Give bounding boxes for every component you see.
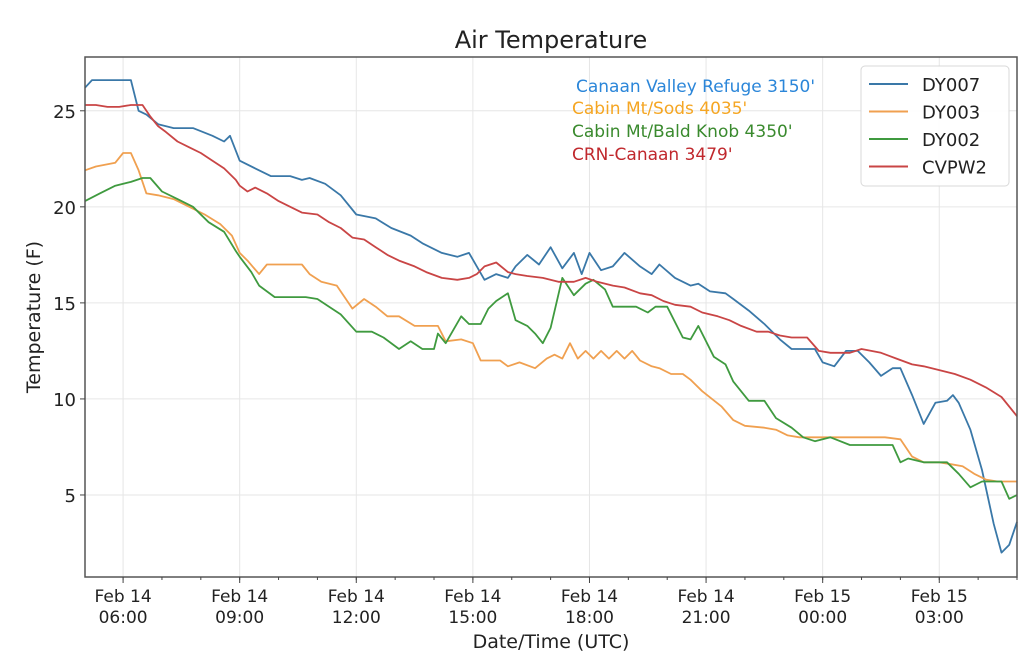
x-tick-label-time: 12:00 <box>332 608 381 628</box>
y-tick-label: 25 <box>53 102 76 123</box>
grid <box>85 57 1017 577</box>
x-tick-label-date: Feb 14 <box>444 587 501 607</box>
series-layer <box>84 79 1018 554</box>
series-line-cvpw2 <box>85 104 1018 417</box>
station-annotation: Cabin Mt/Sods 4035' <box>572 99 747 119</box>
y-axis: 5 10 15 20 25 <box>53 102 85 507</box>
x-tick-label-date: Feb 14 <box>328 587 385 607</box>
series-line-dy007 <box>84 79 1018 554</box>
legend: DY007 DY003 DY002 CVPW2 <box>860 65 1010 187</box>
y-tick-label: 20 <box>53 198 76 219</box>
x-tick-label-time: 09:00 <box>215 608 264 628</box>
station-annotations: Canaan Valley Refuge 3150'Cabin Mt/Sods … <box>572 77 815 165</box>
y-tick-label: 15 <box>53 294 76 315</box>
station-annotation: CRN-Canaan 3479' <box>572 145 733 165</box>
legend-label: CVPW2 <box>922 158 987 179</box>
x-tick-label-date: Feb 14 <box>211 587 268 607</box>
x-tick-label-date: Feb 14 <box>95 587 152 607</box>
series-line-dy002 <box>84 177 1018 500</box>
chart-title: Air Temperature <box>455 26 648 54</box>
legend-label: DY007 <box>922 75 980 96</box>
x-tick-label-time: 00:00 <box>798 608 847 628</box>
legend-label: DY002 <box>922 130 980 151</box>
legend-label: DY003 <box>922 103 980 124</box>
station-annotation: Cabin Mt/Bald Knob 4350' <box>572 122 793 142</box>
x-tick-label-time: 15:00 <box>448 608 497 628</box>
station-annotation: Canaan Valley Refuge 3150' <box>576 77 815 97</box>
x-tick-label-time: 06:00 <box>99 608 148 628</box>
y-tick-label: 5 <box>65 486 76 507</box>
x-tick-label-time: 03:00 <box>915 608 964 628</box>
legend-box <box>860 65 1010 187</box>
x-axis-label: Date/Time (UTC) <box>473 631 630 653</box>
x-tick-label-time: 21:00 <box>682 608 731 628</box>
x-tick-label-date: Feb 15 <box>911 587 968 607</box>
series-line-dy003 <box>84 152 1017 483</box>
y-tick-label: 10 <box>53 390 76 411</box>
x-tick-label-date: Feb 15 <box>794 587 851 607</box>
y-axis-label: Temperature (F) <box>23 241 45 394</box>
x-tick-label-time: 18:00 <box>565 608 614 628</box>
x-tick-label-date: Feb 14 <box>678 587 735 607</box>
x-tick-label-date: Feb 14 <box>561 587 618 607</box>
